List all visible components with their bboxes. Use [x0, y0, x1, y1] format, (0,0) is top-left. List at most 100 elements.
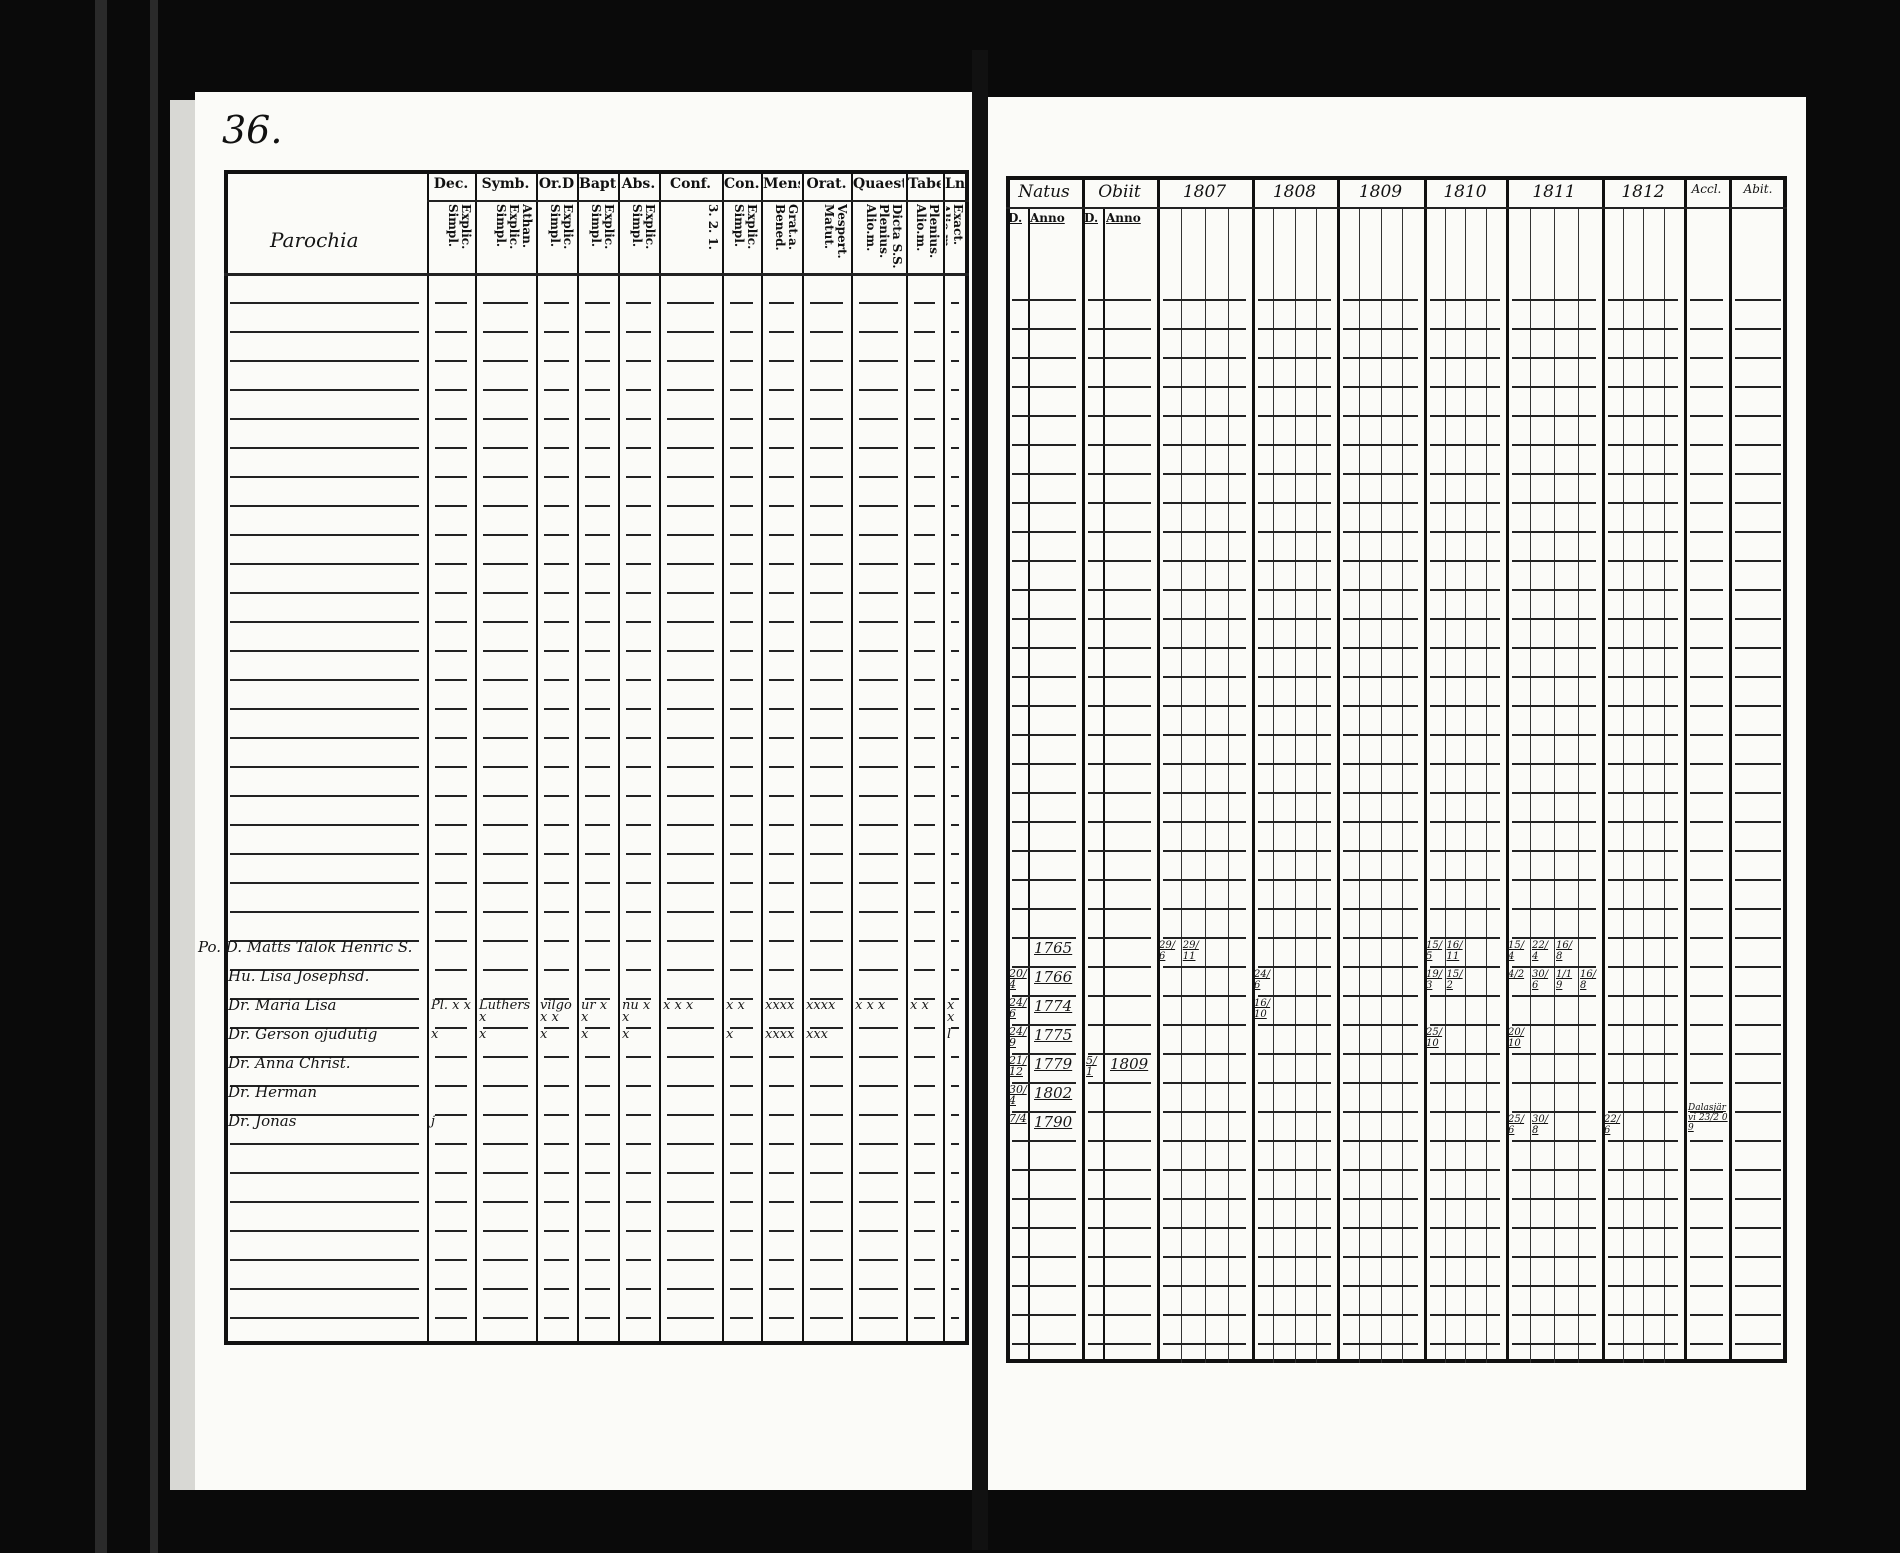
row-rule [1512, 1082, 1596, 1084]
header-rule [427, 200, 969, 202]
row-rule [585, 418, 610, 420]
row-rule [1735, 531, 1781, 533]
row-rule [544, 1230, 569, 1232]
communion-date: 25/6 [1508, 1114, 1525, 1136]
row-rule [1430, 734, 1500, 736]
row-rule [859, 360, 898, 362]
row-rule [1735, 1198, 1781, 1200]
row-rule [435, 882, 467, 884]
row-rule [951, 1143, 959, 1145]
row-rule [626, 1288, 651, 1290]
row-rule [1690, 1053, 1723, 1055]
row-rule [544, 476, 569, 478]
row-rule [435, 1317, 467, 1319]
row-rule [1430, 502, 1500, 504]
row-rule [585, 1085, 610, 1087]
row-rule [1608, 1227, 1678, 1229]
column-header: Bapt. [579, 176, 616, 192]
row-rule [1163, 995, 1246, 997]
row-rule [1690, 1140, 1723, 1142]
row-rule [914, 505, 935, 507]
birth-year: 1790 [1034, 1113, 1073, 1131]
row-rule [544, 1027, 569, 1029]
row-rule [230, 824, 419, 826]
row-rule [667, 331, 714, 333]
row-rule [769, 1288, 794, 1290]
row-rule [859, 302, 898, 304]
subcolumn-divider [1485, 207, 1487, 1363]
subcolumn-divider [1643, 207, 1644, 1363]
row-rule [1343, 1053, 1418, 1055]
row-rule [730, 824, 753, 826]
row-rule [1012, 734, 1076, 736]
row-rule [1343, 618, 1418, 620]
row-rule [483, 911, 528, 913]
row-rule [667, 940, 714, 942]
row-rule [544, 969, 569, 971]
column-divider [802, 170, 804, 1345]
row-rule [585, 389, 610, 391]
row-rule [626, 563, 651, 565]
row-rule [730, 534, 753, 536]
row-rule [769, 302, 794, 304]
column-header: Tabe. [908, 176, 941, 192]
row-rule [626, 1114, 651, 1116]
communion-date: 30/8 [1532, 1114, 1549, 1136]
row-rule [1343, 908, 1418, 910]
row-rule [810, 1085, 843, 1087]
row-rule [1163, 415, 1246, 417]
row-rule [1088, 531, 1151, 533]
row-rule [435, 708, 467, 710]
row-rule [730, 998, 753, 1000]
row-rule [667, 1027, 714, 1029]
row-rule [585, 1317, 610, 1319]
row-rule [1608, 676, 1678, 678]
row-rule [914, 998, 935, 1000]
row-rule [810, 940, 843, 942]
column-header: 1808 [1272, 182, 1317, 202]
row-rule [1012, 908, 1076, 910]
row-rule [1088, 792, 1151, 794]
catechism-mark: nu x x [622, 998, 651, 1025]
column-divider [761, 170, 763, 1345]
row-rule [1430, 676, 1500, 678]
row-rule [667, 1259, 714, 1261]
row-rule [1430, 908, 1500, 910]
row-rule [435, 737, 467, 739]
row-rule [810, 1114, 843, 1116]
row-rule [1735, 995, 1781, 997]
row-rule [1690, 357, 1723, 359]
row-rule [544, 1317, 569, 1319]
row-rule [1012, 386, 1076, 388]
row-rule [1343, 676, 1418, 678]
row-rule [667, 766, 714, 768]
communion-date: 25/10 [1426, 1027, 1443, 1049]
row-rule [1608, 299, 1678, 301]
row-rule [626, 1056, 651, 1058]
row-rule [914, 795, 935, 797]
row-rule [585, 737, 610, 739]
binding-streak [95, 0, 107, 1553]
row-rule [914, 1056, 935, 1058]
column-divider [1103, 207, 1105, 1363]
column-header: Accl. [1691, 182, 1722, 196]
row-rule [769, 1056, 794, 1058]
row-rule [1343, 1024, 1418, 1026]
row-rule [1012, 357, 1076, 359]
catechism-mark: x x [947, 998, 955, 1025]
row-rule [914, 737, 935, 739]
row-rule [859, 1172, 898, 1174]
row-rule [667, 1114, 714, 1116]
column-subheader: Explic. Simpl. [589, 204, 615, 250]
row-rule [1088, 734, 1151, 736]
row-rule [1512, 908, 1596, 910]
row-rule [1258, 328, 1331, 330]
row-rule [1012, 560, 1076, 562]
catechism-mark: x [622, 1027, 630, 1042]
row-rule [810, 592, 843, 594]
row-rule [859, 1230, 898, 1232]
catechism-mark: j [431, 1114, 436, 1129]
row-rule [769, 418, 794, 420]
row-rule [1258, 1053, 1331, 1055]
row-rule [1690, 1169, 1723, 1171]
